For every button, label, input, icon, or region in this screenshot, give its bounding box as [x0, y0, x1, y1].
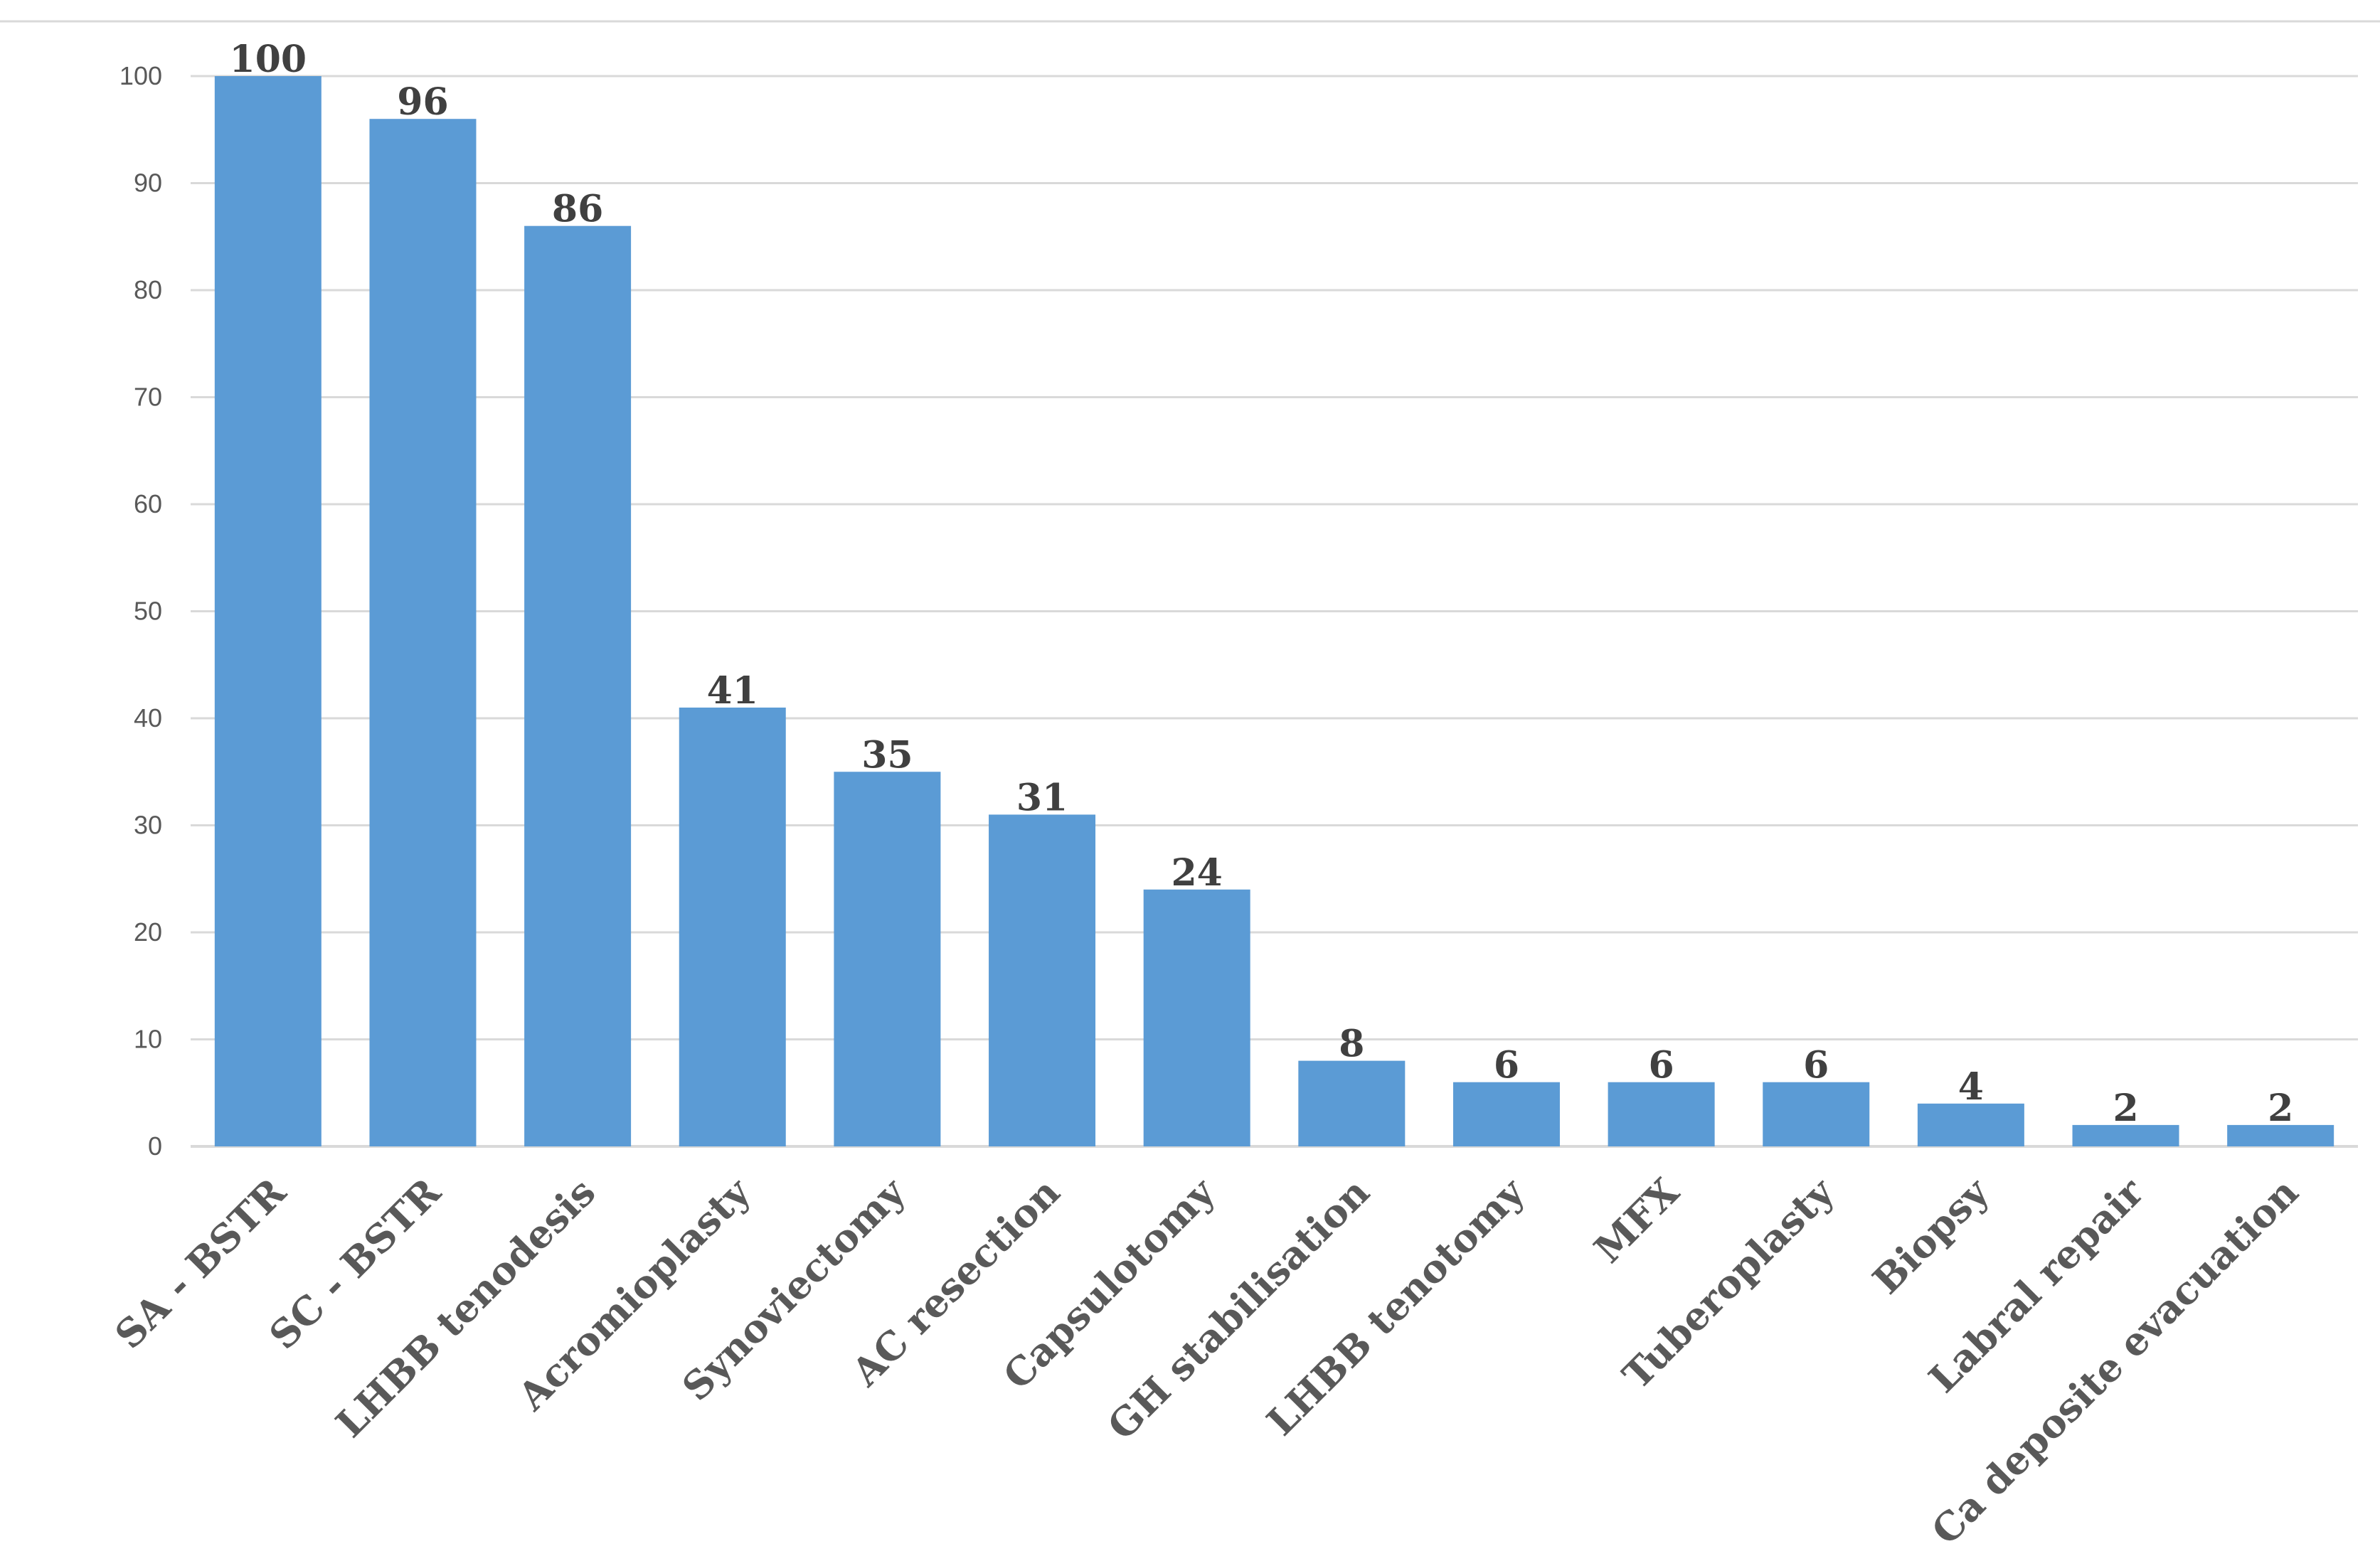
data-label-0: 100	[230, 38, 307, 81]
data-label-3: 41	[707, 669, 758, 713]
data-label-10: 6	[1803, 1044, 1829, 1087]
bar-13	[2227, 1124, 2334, 1146]
y-tick-label-10: 10	[134, 1025, 162, 1054]
y-axis-tick-labels: 0 10 20 30 40 50 60 70 80 90 100	[119, 61, 162, 1161]
y-tick-label-20: 20	[134, 917, 162, 947]
bar-9	[1608, 1082, 1715, 1146]
bar-1	[369, 119, 477, 1147]
y-tick-label-50: 50	[134, 597, 162, 626]
bar-12	[2072, 1124, 2179, 1146]
y-tick-label-80: 80	[134, 275, 162, 304]
y-tick-label-30: 30	[134, 811, 162, 840]
data-label-1: 96	[397, 80, 448, 124]
bar-8	[1452, 1082, 1560, 1146]
category-label-7: GH stabilisation	[1099, 1169, 1378, 1449]
y-tick-label-0: 0	[148, 1131, 162, 1161]
y-tick-label-60: 60	[134, 489, 162, 518]
bar-5	[989, 814, 1096, 1146]
category-label-11: Biopsy	[1864, 1168, 1998, 1303]
bar-3	[679, 707, 786, 1146]
y-tick-label-90: 90	[134, 169, 162, 198]
category-label-8: LHBB tenotomy	[1258, 1168, 1534, 1444]
data-label-6: 24	[1171, 851, 1222, 895]
y-tick-label-100: 100	[119, 61, 162, 90]
bar-6	[1143, 889, 1250, 1146]
data-label-11: 4	[1958, 1065, 1984, 1109]
category-label-9: MFX	[1585, 1169, 1688, 1272]
data-label-5: 31	[1016, 776, 1068, 819]
data-label-2: 86	[552, 188, 603, 231]
category-label-2: LHBB tenodesis	[327, 1169, 605, 1447]
data-label-13: 2	[2268, 1087, 2293, 1130]
y-tick-label-70: 70	[134, 383, 162, 412]
y-tick-label-40: 40	[134, 703, 162, 732]
data-label-12: 2	[2113, 1087, 2138, 1130]
bar-10	[1763, 1082, 1870, 1146]
bar-0	[214, 76, 322, 1146]
bars	[214, 76, 2334, 1147]
bar-4	[834, 772, 941, 1146]
bar-2	[524, 225, 632, 1147]
data-label-9: 6	[1649, 1044, 1674, 1087]
data-label-8: 6	[1494, 1044, 1519, 1087]
bar-11	[1917, 1103, 2024, 1146]
data-label-7: 8	[1339, 1023, 1364, 1066]
bar-7	[1298, 1060, 1406, 1146]
data-label-4: 35	[861, 733, 913, 777]
